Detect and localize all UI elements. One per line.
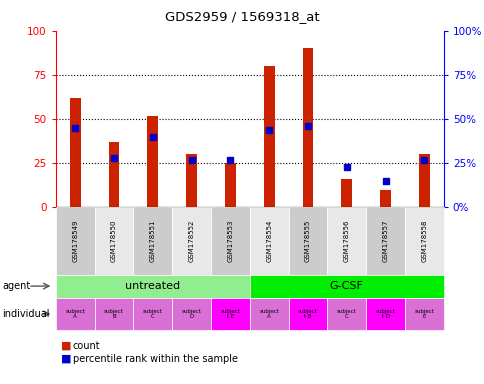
Bar [341, 179, 351, 207]
Text: subject
B: subject B [104, 309, 123, 319]
Text: ■: ■ [60, 354, 71, 364]
Text: subject
E: subject E [414, 309, 433, 319]
Text: GSM178552: GSM178552 [188, 220, 194, 262]
Text: GDS2959 / 1569318_at: GDS2959 / 1569318_at [165, 10, 319, 23]
Text: subject
A: subject A [65, 309, 85, 319]
Bar [379, 190, 390, 207]
Bar [302, 48, 313, 207]
Text: ■: ■ [60, 341, 71, 351]
Bar [418, 154, 429, 207]
Bar [147, 116, 158, 207]
Text: GSM178558: GSM178558 [421, 220, 426, 262]
Text: GSM178556: GSM178556 [343, 220, 349, 262]
Text: GSM178555: GSM178555 [304, 220, 310, 262]
Bar [225, 163, 235, 207]
Text: agent: agent [2, 281, 30, 291]
Text: subject
t D: subject t D [375, 309, 394, 319]
Text: individual: individual [2, 309, 50, 319]
Text: percentile rank within the sample: percentile rank within the sample [73, 354, 237, 364]
Text: GSM178557: GSM178557 [382, 220, 388, 262]
Bar [263, 66, 274, 207]
Text: untreated: untreated [125, 281, 180, 291]
Text: GSM178551: GSM178551 [150, 220, 155, 262]
Text: subject
t B: subject t B [298, 309, 317, 319]
Text: count: count [73, 341, 100, 351]
Text: GSM178553: GSM178553 [227, 220, 233, 262]
Text: subject
D: subject D [182, 309, 201, 319]
Text: G-CSF: G-CSF [329, 281, 363, 291]
Bar [70, 98, 80, 207]
Text: subject
A: subject A [259, 309, 278, 319]
Text: subject
C: subject C [336, 309, 356, 319]
Text: GSM178549: GSM178549 [72, 220, 78, 262]
Bar [186, 154, 197, 207]
Bar [108, 142, 119, 207]
Text: GSM178554: GSM178554 [266, 220, 272, 262]
Text: GSM178550: GSM178550 [111, 220, 117, 262]
Text: subject
t E: subject t E [220, 309, 240, 319]
Text: subject
C: subject C [143, 309, 162, 319]
